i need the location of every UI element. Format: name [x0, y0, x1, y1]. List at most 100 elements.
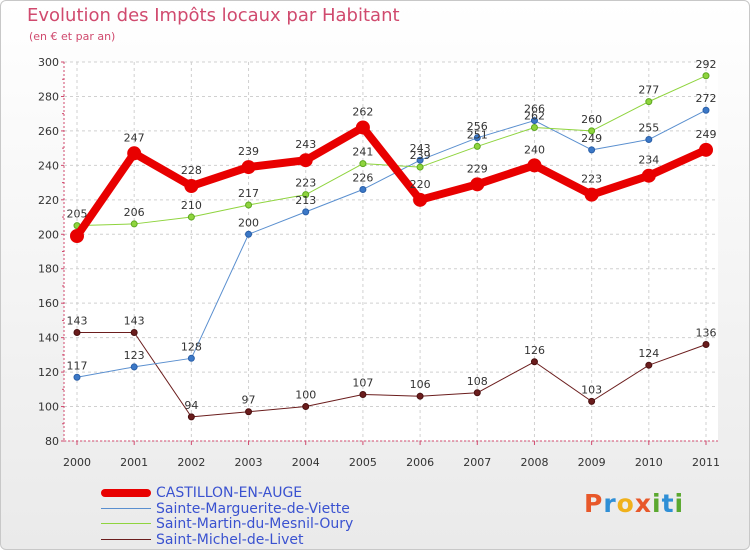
- y-tick-label: 200: [38, 228, 59, 241]
- logo-letter: P: [584, 489, 604, 518]
- data-label: 239: [410, 149, 431, 162]
- y-tick-label: 100: [38, 401, 59, 414]
- y-tick-label: 160: [38, 297, 59, 310]
- legend-swatch: [101, 508, 151, 509]
- data-label: 200: [238, 216, 259, 229]
- data-label: 262: [352, 105, 373, 118]
- data-label: 107: [352, 376, 373, 389]
- logo-letter: t: [661, 489, 675, 518]
- data-label: 124: [638, 347, 659, 360]
- data-label: 251: [467, 128, 488, 141]
- y-tick-label: 300: [38, 56, 59, 69]
- data-point: [641, 168, 656, 183]
- data-point: [302, 191, 310, 199]
- y-tick-label: 280: [38, 90, 59, 103]
- data-point: [645, 98, 653, 106]
- data-label: 210: [181, 199, 202, 212]
- data-point: [416, 156, 424, 164]
- data-point: [702, 341, 710, 349]
- data-point: [584, 187, 599, 202]
- x-tick-label: 2005: [349, 456, 377, 469]
- data-point: [530, 123, 538, 131]
- plot-area: [64, 62, 718, 441]
- data-point: [527, 158, 542, 173]
- data-point: [187, 354, 195, 362]
- legend-label: CASTILLON-EN-AUGE: [156, 485, 303, 501]
- data-point: [702, 72, 710, 80]
- x-tick-label: 2001: [120, 456, 148, 469]
- x-tick-label: 2008: [520, 456, 548, 469]
- x-tick-label: 2002: [177, 456, 205, 469]
- x-tick-label: 2000: [63, 456, 91, 469]
- y-tick-label: 240: [38, 159, 59, 172]
- logo-letter: i: [652, 489, 662, 518]
- data-label: 223: [295, 177, 316, 190]
- data-label: 243: [295, 138, 316, 151]
- x-tick-label: 2007: [463, 456, 491, 469]
- data-label: 229: [467, 162, 488, 175]
- data-label: 249: [696, 128, 717, 141]
- y-tick-label: 140: [38, 332, 59, 345]
- data-label: 103: [581, 383, 602, 396]
- chart-title: Evolution des Impôts locaux par Habitant: [27, 5, 400, 26]
- data-point: [473, 134, 481, 142]
- data-point: [470, 177, 485, 192]
- legend-label: Sainte-Marguerite-de-Viette: [156, 501, 350, 517]
- data-label: 247: [124, 131, 145, 144]
- data-point: [187, 213, 195, 221]
- logo-letter: r: [603, 489, 617, 518]
- data-point: [70, 228, 84, 243]
- data-label: 226: [352, 171, 373, 184]
- logo-letter: o: [616, 489, 635, 518]
- data-label: 220: [410, 178, 431, 191]
- data-point: [245, 408, 253, 416]
- y-tick-label: 180: [38, 263, 59, 276]
- data-label: 94: [184, 399, 198, 412]
- data-label: 205: [67, 208, 88, 221]
- data-point: [530, 358, 538, 366]
- data-point: [130, 220, 138, 228]
- y-tick-label: 120: [38, 366, 59, 379]
- data-label: 213: [295, 194, 316, 207]
- x-tick-label: 2003: [235, 456, 263, 469]
- data-label: 217: [238, 187, 259, 200]
- data-label: 100: [295, 389, 316, 402]
- x-tick-label: 2009: [578, 456, 606, 469]
- data-label: 108: [467, 375, 488, 388]
- data-label: 223: [581, 173, 602, 186]
- data-label: 228: [181, 164, 202, 177]
- y-tick-label: 260: [38, 125, 59, 138]
- data-point: [130, 328, 138, 336]
- y-tick-label: 220: [38, 194, 59, 207]
- x-tick-label: 2010: [635, 456, 663, 469]
- data-label: 249: [581, 132, 602, 145]
- data-point: [355, 120, 370, 135]
- data-point: [302, 208, 310, 216]
- legend-swatch: [101, 523, 151, 524]
- data-point: [645, 361, 653, 369]
- data-point: [184, 179, 199, 194]
- data-point: [359, 160, 367, 168]
- data-label: 97: [242, 394, 256, 407]
- series-line-0: [73, 123, 710, 240]
- chart-subtitle: (en € et par an): [29, 30, 116, 43]
- data-point: [473, 389, 481, 397]
- data-point: [241, 160, 256, 175]
- data-point: [127, 146, 142, 161]
- data-label: 262: [524, 109, 545, 122]
- data-point: [416, 392, 424, 400]
- data-label: 106: [410, 378, 431, 391]
- data-point: [73, 328, 81, 336]
- data-label: 143: [124, 314, 145, 327]
- data-label: 241: [352, 146, 373, 159]
- legend-label: Saint-Martin-du-Mesnil-Oury: [156, 516, 354, 532]
- data-label: 272: [696, 92, 717, 105]
- data-label: 266: [524, 103, 545, 116]
- data-label: 234: [638, 154, 659, 167]
- data-point: [359, 390, 367, 398]
- data-label: 240: [524, 143, 545, 156]
- logo-letter: i: [674, 489, 685, 518]
- data-point: [359, 185, 367, 193]
